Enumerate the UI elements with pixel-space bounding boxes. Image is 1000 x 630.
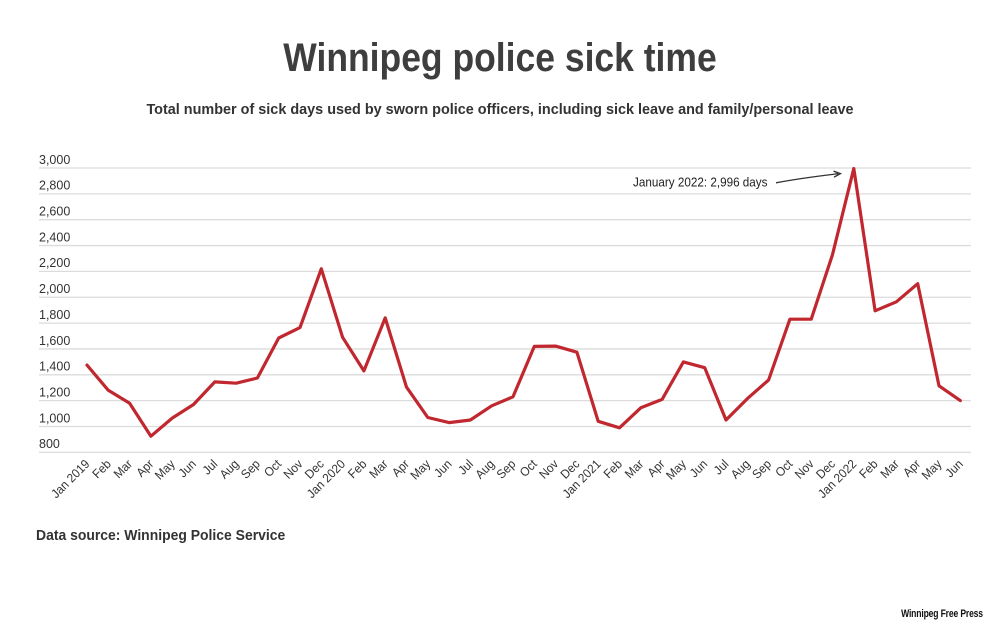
svg-text:Feb: Feb	[90, 457, 114, 481]
svg-text:1,600: 1,600	[39, 334, 70, 348]
svg-text:Jun: Jun	[176, 457, 199, 480]
svg-text:800: 800	[39, 437, 60, 451]
svg-text:Sep: Sep	[494, 457, 519, 482]
svg-text:Jun: Jun	[431, 457, 454, 480]
svg-text:Nov: Nov	[281, 456, 306, 481]
svg-text:Jul: Jul	[200, 457, 221, 478]
svg-text:Feb: Feb	[856, 457, 880, 481]
svg-text:Oct: Oct	[773, 457, 796, 480]
svg-text:1,200: 1,200	[39, 385, 70, 399]
svg-text:Mar: Mar	[622, 457, 646, 481]
svg-text:1,000: 1,000	[39, 411, 70, 425]
svg-text:Mar: Mar	[111, 457, 135, 481]
svg-text:Jul: Jul	[455, 457, 476, 478]
svg-text:Sep: Sep	[238, 457, 263, 482]
svg-text:May: May	[408, 456, 434, 482]
svg-text:2,800: 2,800	[39, 179, 70, 193]
svg-text:Mar: Mar	[878, 457, 902, 481]
svg-text:Aug: Aug	[217, 457, 242, 482]
svg-text:Feb: Feb	[345, 457, 369, 481]
svg-text:2,400: 2,400	[39, 230, 70, 244]
svg-text:1,800: 1,800	[39, 308, 70, 322]
svg-text:2,600: 2,600	[39, 205, 70, 219]
svg-text:Sep: Sep	[749, 457, 774, 482]
svg-text:Jan 2019: Jan 2019	[48, 457, 92, 501]
svg-text:Oct: Oct	[261, 457, 284, 480]
svg-text:Aug: Aug	[728, 457, 753, 482]
svg-text:Apr: Apr	[389, 457, 412, 480]
svg-text:Feb: Feb	[601, 457, 625, 481]
svg-text:Apr: Apr	[645, 457, 668, 480]
svg-text:January 2022: 2,996 days: January 2022: 2,996 days	[633, 175, 768, 190]
svg-text:Jun: Jun	[943, 457, 966, 480]
svg-text:May: May	[919, 456, 945, 482]
svg-text:May: May	[152, 456, 178, 482]
svg-text:2,200: 2,200	[39, 256, 70, 270]
svg-text:Apr: Apr	[900, 457, 923, 480]
svg-text:Mar: Mar	[367, 457, 391, 481]
svg-text:Aug: Aug	[473, 457, 498, 482]
svg-text:Oct: Oct	[517, 457, 540, 480]
svg-text:May: May	[663, 456, 689, 482]
svg-text:Jul: Jul	[711, 457, 732, 478]
svg-text:3,000: 3,000	[39, 153, 70, 167]
svg-text:Jun: Jun	[687, 457, 710, 480]
svg-text:1,400: 1,400	[39, 360, 70, 374]
svg-text:Nov: Nov	[792, 456, 817, 481]
svg-text:Nov: Nov	[536, 456, 561, 481]
svg-text:Apr: Apr	[134, 457, 157, 480]
svg-text:2,000: 2,000	[39, 282, 70, 296]
